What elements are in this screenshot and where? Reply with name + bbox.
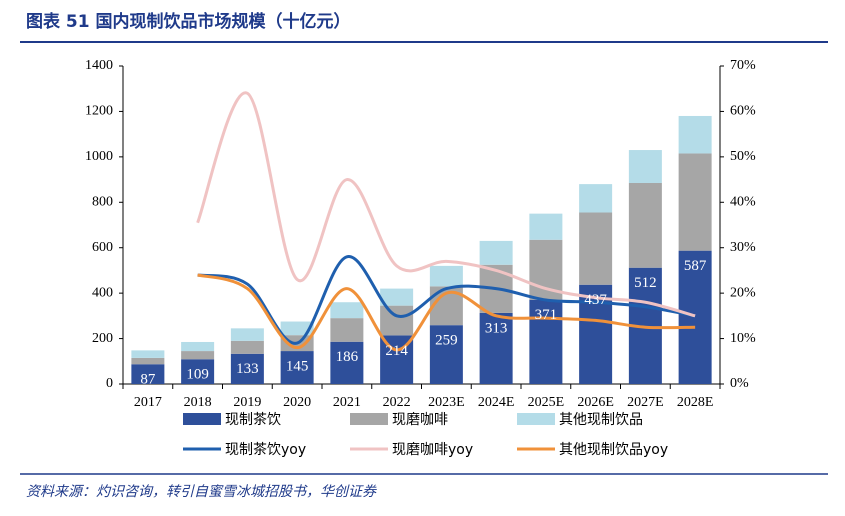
legend-label: 现磨咖啡yoy xyxy=(392,442,473,458)
value-label: 313 xyxy=(485,320,508,336)
x-tick-label: 2020 xyxy=(283,395,311,410)
bar-segment xyxy=(380,288,414,306)
legend-swatch xyxy=(517,413,555,425)
bar-segment xyxy=(131,364,165,384)
bar-segment xyxy=(230,340,264,354)
legend-label: 现磨咖啡 xyxy=(392,412,448,428)
x-tick-label: 2027E xyxy=(627,395,664,410)
value-label: 145 xyxy=(286,359,309,375)
bar-segment xyxy=(529,299,563,384)
bar-segment xyxy=(330,302,364,319)
bar-segment xyxy=(230,353,264,384)
bar-segment xyxy=(230,328,264,341)
y2-tick-label: 20% xyxy=(730,285,756,300)
bar-segment xyxy=(429,265,463,287)
value-label: 512 xyxy=(634,275,657,291)
bar-segment xyxy=(678,153,712,251)
y2-tick-label: 30% xyxy=(730,240,756,255)
bar-segment xyxy=(181,351,215,360)
bar-segment xyxy=(529,213,563,240)
y-tick-label: 1000 xyxy=(85,149,113,164)
y-tick-label: 1400 xyxy=(85,58,113,73)
y-tick-label: 800 xyxy=(92,195,113,210)
bar-segment xyxy=(579,184,613,213)
bar-segment xyxy=(678,115,712,154)
bar-segment xyxy=(280,321,314,336)
legend-swatch xyxy=(350,413,388,425)
x-tick-label: 2017 xyxy=(134,395,162,410)
bar-segment xyxy=(429,325,463,384)
bar-segment xyxy=(280,351,314,384)
value-label: 371 xyxy=(535,307,558,323)
bar-segment xyxy=(330,341,364,384)
value-label: 87 xyxy=(140,372,156,388)
x-tick-label: 2018 xyxy=(184,395,212,410)
value-label: 259 xyxy=(435,333,458,349)
y-tick-label: 400 xyxy=(92,285,113,300)
chart-title: 图表 51 国内现制饮品市场规模（十亿元） xyxy=(26,11,351,32)
x-tick-label: 2022 xyxy=(383,395,411,410)
x-tick-label: 2028E xyxy=(677,395,714,410)
x-tick-label: 2026E xyxy=(577,395,614,410)
y2-tick-label: 60% xyxy=(730,104,756,119)
x-tick-label: 2025E xyxy=(528,395,565,410)
bar-segment xyxy=(678,250,712,384)
y2-tick-label: 0% xyxy=(730,376,749,391)
line-series xyxy=(197,273,696,352)
value-label: 109 xyxy=(186,367,209,383)
bar-segment xyxy=(330,318,364,342)
source: 资料来源：灼识咨询，转引自蜜雪冰城招股书，华创证券 xyxy=(26,484,377,500)
bar-segment xyxy=(131,357,165,365)
y2-tick-label: 40% xyxy=(730,195,756,210)
value-label: 186 xyxy=(336,349,359,365)
value-label: 437 xyxy=(584,292,607,308)
line-series xyxy=(196,91,696,318)
x-tick-label: 2024E xyxy=(478,395,515,410)
y-tick-label: 1200 xyxy=(85,104,113,119)
value-label: 587 xyxy=(684,258,707,274)
legend-label: 现制茶饮yoy xyxy=(225,442,306,458)
y2-tick-label: 70% xyxy=(730,58,756,73)
line-series xyxy=(197,255,696,345)
bar-segment xyxy=(181,341,215,352)
bar-segment xyxy=(380,305,414,336)
y-tick-label: 200 xyxy=(92,331,113,346)
legend-swatch xyxy=(183,413,221,425)
x-tick-label: 2019 xyxy=(233,395,261,410)
y-tick-label: 0 xyxy=(106,376,113,391)
bar-segment xyxy=(131,350,165,358)
bar-segment xyxy=(628,150,662,183)
value-label: 133 xyxy=(236,361,259,377)
x-tick-label: 2023E xyxy=(428,395,465,410)
bar-segment xyxy=(628,182,662,268)
bar-segment xyxy=(579,212,613,285)
bar-segment xyxy=(479,240,513,265)
value-label: 214 xyxy=(385,343,408,359)
x-tick-label: 2021 xyxy=(333,395,361,410)
legend-label: 其他现制饮品yoy xyxy=(559,442,668,458)
y2-tick-label: 50% xyxy=(730,149,756,164)
y-tick-label: 600 xyxy=(92,240,113,255)
legend-label: 其他现制饮品 xyxy=(559,412,643,428)
bar-segment xyxy=(181,359,215,384)
y2-tick-label: 10% xyxy=(730,331,756,346)
legend-label: 现制茶饮 xyxy=(225,412,281,428)
bar-segment xyxy=(479,312,513,384)
